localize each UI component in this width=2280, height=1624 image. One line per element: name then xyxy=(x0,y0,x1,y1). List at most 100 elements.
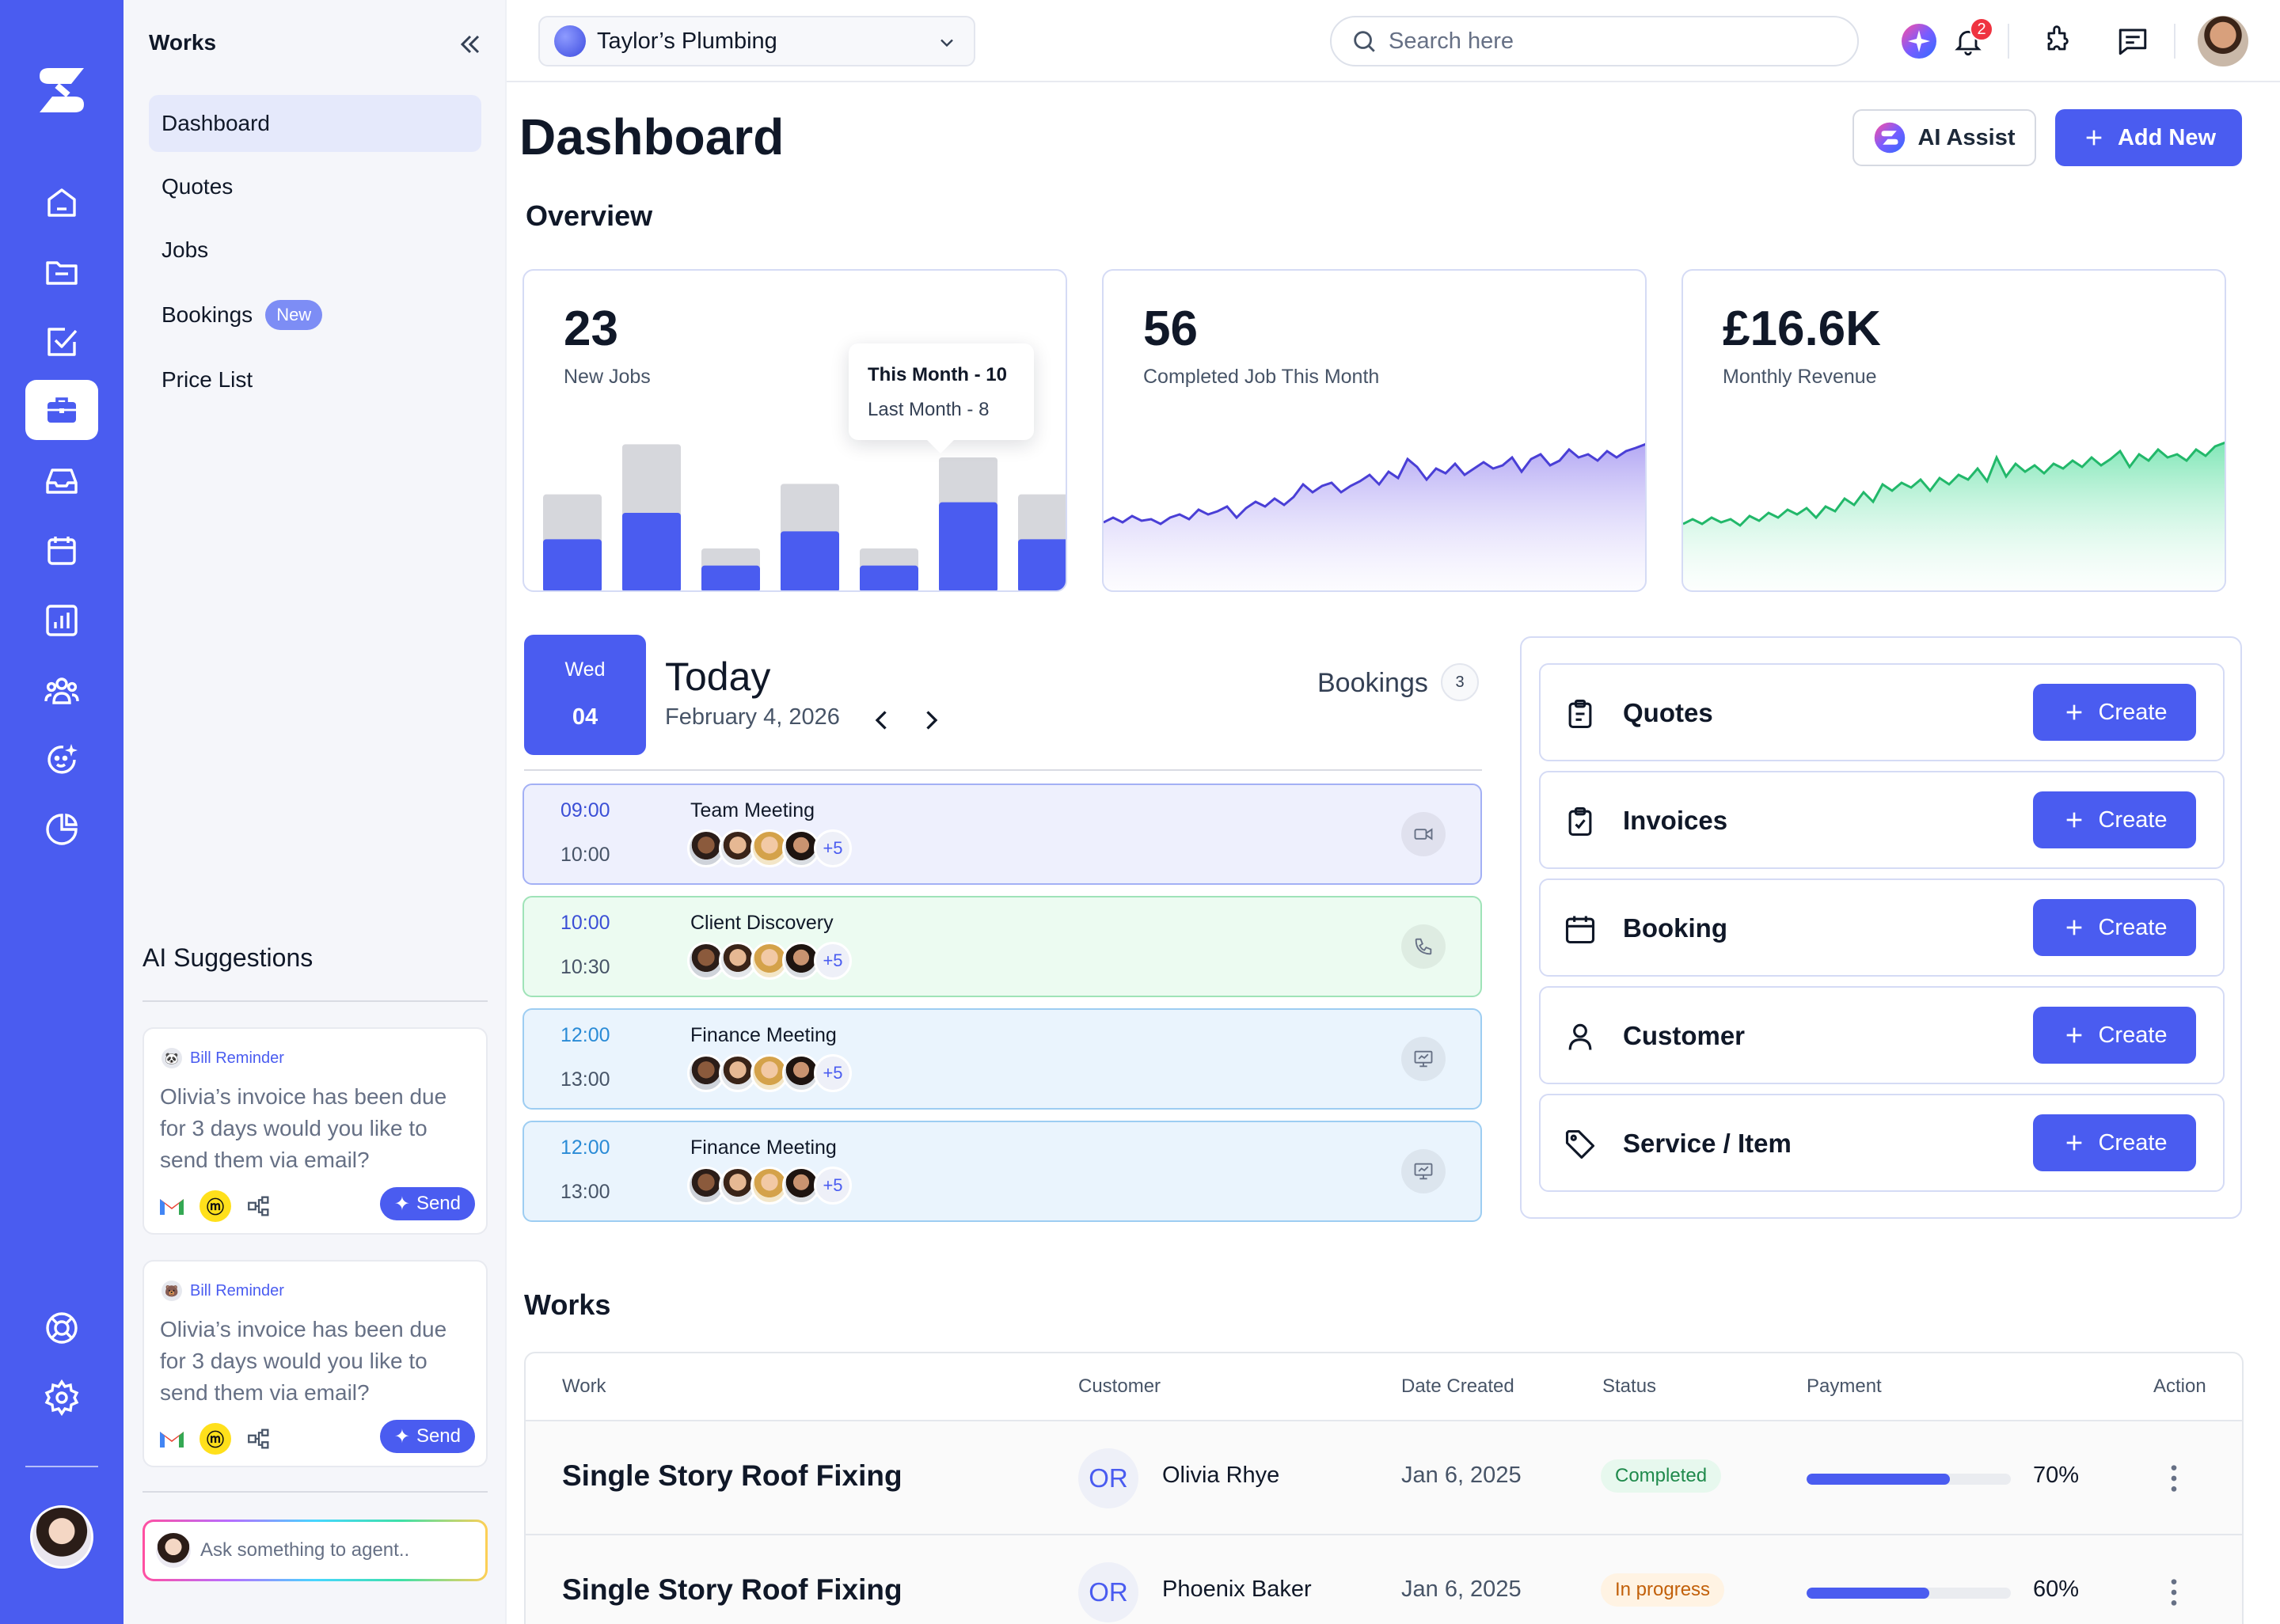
team-icon[interactable] xyxy=(25,660,98,720)
column-header[interactable]: Date Created xyxy=(1401,1375,1514,1397)
support-icon[interactable] xyxy=(25,1298,98,1358)
bookings-label: Bookings xyxy=(1317,668,1428,698)
tag-icon xyxy=(1563,1127,1598,1162)
calendar-icon[interactable] xyxy=(25,521,98,581)
topbar-divider xyxy=(2008,24,2009,59)
next-day-chevron-right-icon[interactable] xyxy=(917,704,945,736)
ai-bot-icon[interactable] xyxy=(25,730,98,790)
bar-this-month[interactable] xyxy=(939,502,998,592)
plus-icon xyxy=(2067,704,2082,720)
plus-icon xyxy=(2067,920,2082,935)
event-card[interactable]: 09:00 10:00 Team Meeting +5 xyxy=(522,784,1482,885)
date-badge: Wed 04 xyxy=(524,635,646,755)
puzzle-icon[interactable] xyxy=(2035,19,2079,63)
more-attendees: +5 xyxy=(814,942,852,980)
sidebar-title: Works xyxy=(149,30,217,55)
workflow-icon xyxy=(248,1196,269,1216)
notification-count: 2 xyxy=(1970,17,1993,41)
event-start: 12:00 xyxy=(560,1136,610,1159)
table-row[interactable]: Single Story Roof Fixing OR Phoenix Bake… xyxy=(526,1534,2242,1624)
sparkle-icon: ✦ xyxy=(393,1193,410,1215)
ai-star-icon[interactable] xyxy=(1897,19,1941,63)
presentation-icon[interactable] xyxy=(1401,1037,1446,1081)
profile-avatar[interactable] xyxy=(2198,16,2248,66)
settings-icon[interactable] xyxy=(25,1368,98,1428)
home-icon[interactable] xyxy=(25,173,98,233)
icon-rail xyxy=(0,0,124,1624)
today-divider xyxy=(524,769,1482,771)
briefcase-icon[interactable] xyxy=(25,380,98,440)
event-card[interactable]: 10:00 10:30 Client Discovery +5 xyxy=(522,896,1482,997)
date-created: Jan 6, 2025 xyxy=(1401,1577,1522,1602)
bar-this-month[interactable] xyxy=(701,565,760,592)
clipboard-check-icon xyxy=(1563,804,1598,839)
prev-day-chevron-left-icon[interactable] xyxy=(868,704,896,736)
bar-this-month[interactable] xyxy=(781,531,839,592)
completed-jobs-sparkline xyxy=(1104,442,1645,590)
rail-divider xyxy=(25,1466,98,1467)
today-title: Today xyxy=(665,655,771,699)
clipboard-icon xyxy=(1563,696,1598,731)
user-avatar[interactable] xyxy=(30,1505,93,1569)
sidebar-item-dashboard[interactable]: Dashboard xyxy=(149,95,481,152)
agent-avatar xyxy=(156,1533,191,1568)
collapse-sidebar-icon[interactable] xyxy=(454,28,486,60)
column-header: Action xyxy=(2153,1375,2206,1397)
ai-assist-button[interactable]: AI Assist xyxy=(1852,109,2036,166)
sidebar-item-price-list[interactable]: Price List xyxy=(149,351,481,408)
analytics-icon[interactable] xyxy=(25,590,98,651)
column-header[interactable]: Payment xyxy=(1807,1375,1882,1397)
bar-this-month[interactable] xyxy=(543,539,602,592)
pie-chart-icon[interactable] xyxy=(25,799,98,859)
send-button[interactable]: ✦ Send xyxy=(379,1420,475,1453)
column-header[interactable]: Customer xyxy=(1078,1375,1161,1397)
sidebar-item-bookings[interactable]: Bookings New xyxy=(149,286,481,343)
payment-percent: 60% xyxy=(2033,1577,2080,1602)
event-card[interactable]: 12:00 13:00 Finance Meeting +5 xyxy=(522,1121,1482,1222)
works-table: Work Customer Date Created Status Paymen… xyxy=(524,1352,2244,1624)
create-booking-button[interactable]: Create xyxy=(2033,899,2196,956)
tooltip-this-month: This Month - 10 xyxy=(868,364,1007,385)
create-customer-button[interactable]: Create xyxy=(2033,1007,2196,1064)
more-vertical-icon[interactable] xyxy=(2168,1577,2180,1608)
chat-icon[interactable] xyxy=(2111,19,2155,63)
bar-this-month[interactable] xyxy=(860,565,918,592)
quick-create-panel: Quotes Create Invoices Create Booking Cr… xyxy=(1520,636,2242,1219)
column-header[interactable]: Work xyxy=(562,1375,606,1397)
video-icon[interactable] xyxy=(1401,812,1446,856)
ask-agent-input[interactable]: Ask something to agent.. xyxy=(200,1539,410,1561)
panda-icon: 🐼 xyxy=(162,1048,182,1068)
app-logo-icon[interactable] xyxy=(33,62,90,119)
works-sidebar: Works Dashboard Quotes Jobs Bookings New … xyxy=(124,0,507,1624)
new-jobs-bar-chart xyxy=(543,444,1067,592)
create-service-button[interactable]: Create xyxy=(2033,1114,2196,1171)
sidebar-item-quotes[interactable]: Quotes xyxy=(149,158,481,215)
column-header[interactable]: Status xyxy=(1602,1375,1657,1397)
bar-this-month[interactable] xyxy=(622,513,681,592)
create-invoice-button[interactable]: Create xyxy=(2033,791,2196,848)
presentation-icon[interactable] xyxy=(1401,1149,1446,1193)
create-quote-button[interactable]: Create xyxy=(2033,684,2196,741)
event-card[interactable]: 12:00 13:00 Finance Meeting +5 xyxy=(522,1008,1482,1110)
add-new-button[interactable]: Add New xyxy=(2055,109,2242,166)
sidebar-item-jobs[interactable]: Jobs xyxy=(149,222,481,279)
ai-divider xyxy=(142,1000,488,1002)
chevron-down-icon xyxy=(936,32,958,54)
folder-icon[interactable] xyxy=(25,242,98,302)
ask-agent-box: Ask something to agent.. xyxy=(142,1520,488,1581)
search-input[interactable] xyxy=(1389,28,1832,55)
phone-icon[interactable] xyxy=(1401,924,1446,969)
send-button[interactable]: ✦ Send xyxy=(379,1187,475,1220)
more-attendees: +5 xyxy=(814,1054,852,1092)
inbox-icon[interactable] xyxy=(25,451,98,511)
bar-this-month[interactable] xyxy=(1018,539,1067,592)
company-selector[interactable]: Taylor’s Plumbing xyxy=(538,16,975,66)
plus-icon xyxy=(2067,812,2082,828)
more-vertical-icon[interactable] xyxy=(2168,1463,2180,1494)
checkbox-icon[interactable] xyxy=(25,312,98,372)
table-row[interactable]: Single Story Roof Fixing OR Olivia Rhye … xyxy=(526,1420,2242,1534)
attendee-avatar xyxy=(687,829,725,867)
attendee-avatars: +5 xyxy=(687,1167,852,1205)
attendee-avatars: +5 xyxy=(687,829,852,867)
bell-icon[interactable]: 2 xyxy=(1946,17,1993,63)
